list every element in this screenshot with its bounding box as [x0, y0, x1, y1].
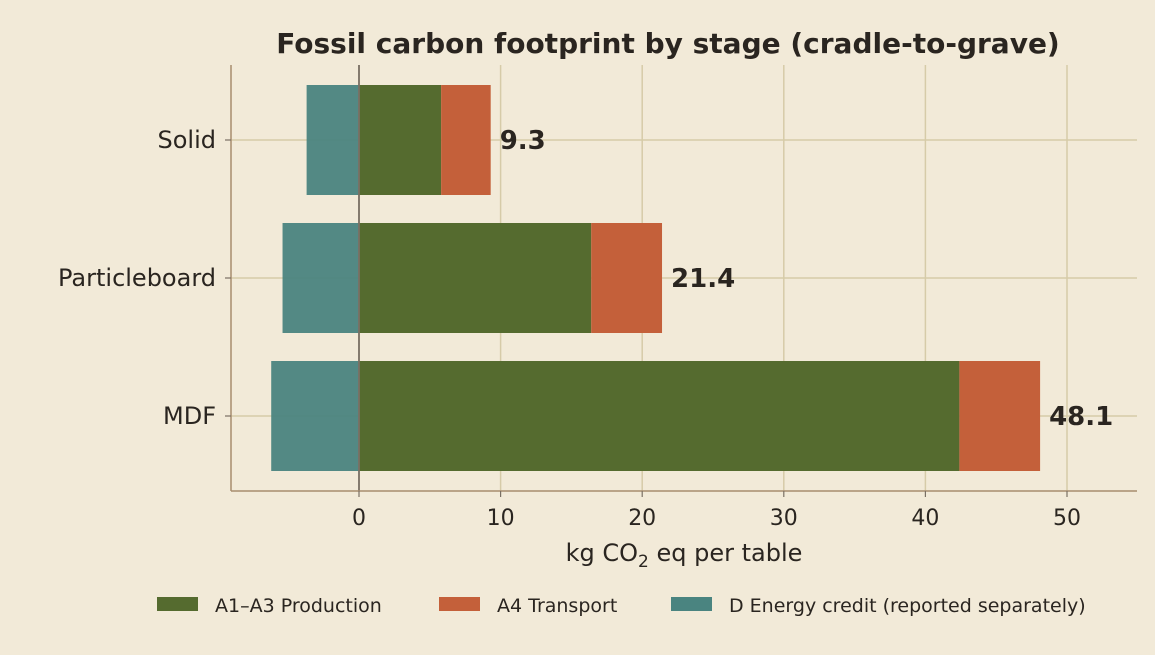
legend-swatch-0 [157, 597, 198, 611]
x-tick-label-50: 50 [1053, 506, 1081, 531]
x-tick-label-20: 20 [628, 506, 656, 531]
legend-swatch-1 [439, 597, 480, 611]
x-tick-label-40: 40 [911, 506, 939, 531]
chart-title: Fossil carbon footprint by stage (cradle… [276, 27, 1059, 60]
bar-mdf-series-2 [271, 361, 359, 471]
bar-particleboard-series-1 [591, 223, 663, 333]
bar-solid-series-1 [441, 85, 491, 195]
category-label-solid: Solid [158, 126, 217, 154]
x-ticks: 0 10 20 30 40 50 [352, 491, 1081, 531]
bar-particleboard-series-2 [282, 223, 359, 333]
bar-solid-series-0 [359, 85, 442, 195]
total-label-solid: 9.3 [500, 126, 546, 156]
bar-mdf-series-1 [959, 361, 1041, 471]
x-tick-label-30: 30 [770, 506, 798, 531]
bar-mdf-series-0 [359, 361, 960, 471]
legend-label-0: A1–A3 Production [215, 595, 382, 617]
bars [271, 85, 1041, 471]
bar-particleboard-series-0 [359, 223, 592, 333]
legend: A1–A3 Production A4 Transport D Energy cre… [157, 595, 1086, 617]
category-label-particleboard: Particleboard [58, 264, 216, 292]
x-axis-label: kg CO2 eq per table [566, 539, 803, 572]
x-tick-label-10: 10 [487, 506, 515, 531]
x-tick-label-0: 0 [352, 506, 366, 531]
total-label-particleboard: 21.4 [671, 264, 735, 294]
x-axis-label-subscript: 2 [638, 552, 649, 572]
bar-solid-series-2 [306, 85, 359, 195]
legend-label-1: A4 Transport [497, 595, 617, 617]
legend-label-2: D Energy credit (reported separately) [729, 595, 1086, 617]
x-axis-label-suffix: eq per table [649, 539, 803, 567]
total-label-mdf: 48.1 [1049, 402, 1113, 432]
legend-swatch-2 [671, 597, 712, 611]
total-labels: 9.3 21.4 48.1 [500, 126, 1114, 432]
x-axis-label-prefix: kg CO [566, 539, 638, 567]
category-label-mdf: MDF [163, 402, 216, 430]
y-categories: Solid Particleboard MDF [58, 126, 231, 430]
